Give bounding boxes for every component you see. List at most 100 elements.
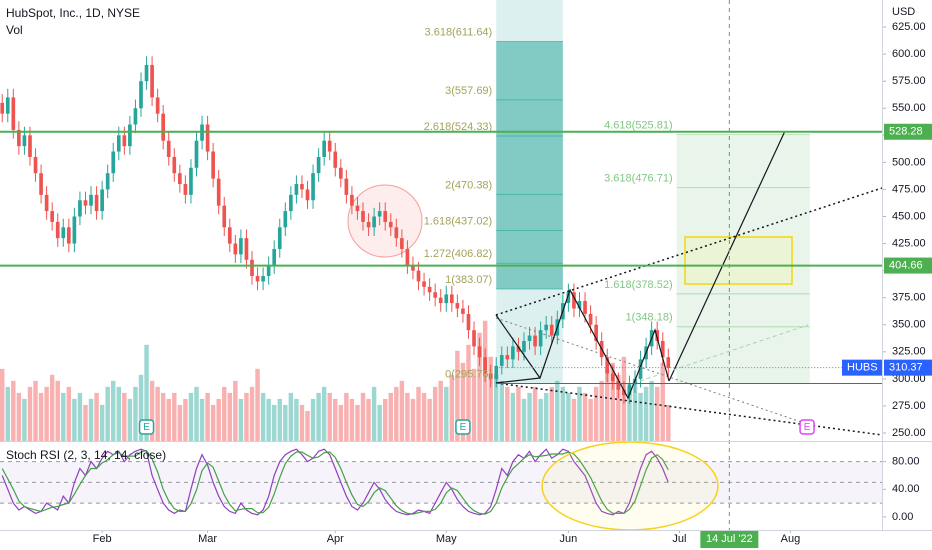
x-tick-label: Apr [327, 533, 344, 545]
y-tick-label: 425.00 [892, 237, 926, 249]
symbol-label: HUBS [847, 362, 878, 374]
volume-bar [455, 350, 460, 441]
volume-bar [571, 398, 577, 441]
volume-bar [510, 392, 516, 441]
volume-bar [499, 380, 504, 441]
fib-label: 1.272(406.82) [424, 248, 493, 260]
earnings-marker [138, 419, 155, 435]
candle-body [588, 313, 593, 325]
date-label: 14 Jul '22 [706, 533, 753, 545]
volume-bar [255, 368, 260, 441]
candle-body [499, 355, 504, 366]
volume-bar [11, 380, 16, 441]
candle-body [627, 384, 632, 396]
candle-body [416, 270, 421, 282]
candle-body [660, 340, 665, 358]
candle-body [544, 324, 549, 331]
y-tick-label: 275.00 [892, 400, 926, 412]
candle-body [411, 265, 415, 271]
candle-body [483, 357, 487, 374]
candle-body [327, 140, 332, 152]
volume-bar [582, 392, 588, 441]
candle-body [444, 294, 449, 304]
x-tick-label: Mar [198, 533, 217, 545]
x-tick-label: Aug [781, 533, 801, 545]
fib-box-dark [496, 41, 563, 289]
candle-body [572, 292, 576, 309]
candle-body [333, 151, 338, 168]
candle-body [283, 211, 288, 228]
date-tag [700, 530, 759, 548]
volume-bar [249, 386, 255, 441]
volume-bar [610, 362, 616, 441]
y-tick-label: 600.00 [892, 48, 926, 60]
symbol-title: HubSpot, Inc., 1D, NYSE [6, 6, 140, 20]
volume-bar [38, 392, 44, 441]
volume-bar [560, 386, 566, 441]
volume-bar [494, 374, 499, 441]
candle-body [222, 205, 227, 228]
volume-bar [638, 392, 643, 441]
volume-bar [643, 386, 649, 441]
volume-bar [77, 392, 83, 441]
volume-bar [505, 386, 510, 441]
price-value: 310.37 [889, 362, 923, 374]
volume-bar [466, 344, 471, 441]
x-tick-label: May [436, 533, 457, 545]
volume-bar [5, 386, 10, 441]
candle-body [17, 129, 21, 147]
candle-body [566, 292, 571, 304]
candle-body [316, 156, 321, 174]
projection-line [668, 130, 786, 382]
candle-body [344, 178, 349, 195]
volume-bar [0, 368, 5, 441]
fib-label: 2(470.38) [445, 179, 492, 191]
candle-body [261, 276, 265, 282]
candle-body [272, 248, 277, 266]
volume-bar [338, 404, 344, 441]
candle-body [361, 211, 365, 222]
fib-label: 2.618(524.33) [424, 121, 493, 133]
candle-body [616, 381, 621, 390]
volume-bar [133, 386, 138, 441]
candle-body [461, 308, 465, 314]
y-tick-label: 80.00 [892, 456, 920, 468]
fib-label: 3.618(476.71) [604, 172, 673, 184]
volume-bar [149, 380, 155, 441]
volume-bar [72, 398, 77, 441]
candle-body [144, 64, 149, 82]
volume-bar [144, 344, 149, 441]
volume-bar [166, 398, 171, 441]
volume-bar [111, 380, 116, 441]
volume-bar [49, 374, 55, 441]
y-tick-label: 575.00 [892, 75, 926, 87]
candle-body [255, 276, 260, 282]
candle-body [350, 194, 354, 206]
candle-body [655, 330, 660, 341]
volume-bar [155, 386, 160, 441]
candle-body [377, 211, 382, 217]
candle-body [538, 330, 543, 347]
volume-bar [27, 386, 33, 441]
volume-bar [333, 398, 338, 441]
candle-body [338, 167, 343, 179]
volume-bar [277, 398, 282, 441]
candle-body [28, 135, 32, 157]
candle-body [194, 140, 199, 168]
y-tick-label: 375.00 [892, 292, 926, 304]
fib-box-right [676, 134, 810, 384]
y-tick-label: 0.00 [892, 511, 913, 523]
volume-bar [116, 386, 122, 441]
volume-bar [138, 374, 144, 441]
volume-bar [616, 374, 621, 441]
candle-body [61, 227, 66, 239]
candle-body [516, 346, 521, 352]
candle-body [305, 189, 310, 201]
volume-bar [549, 386, 554, 441]
fib-label: 3.618(611.64) [425, 26, 493, 38]
candle-body [122, 135, 127, 147]
candle-body [311, 173, 315, 201]
candle-body [128, 124, 132, 147]
volume-bar [382, 398, 388, 441]
background-layer [0, 0, 882, 504]
